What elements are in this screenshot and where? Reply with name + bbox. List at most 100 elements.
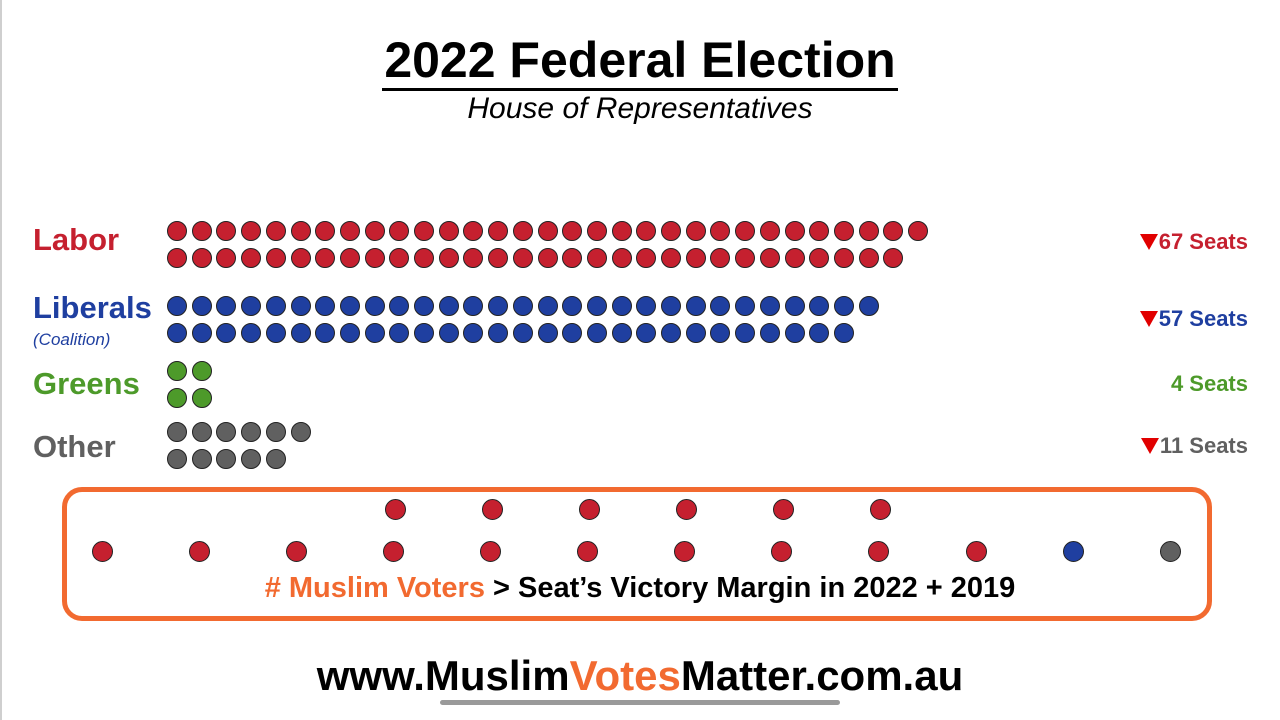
seat-dot-liberals (191, 296, 212, 316)
seat-dot-labor (908, 221, 928, 241)
seat-dot-liberals (809, 323, 830, 343)
seat-dot-liberals (414, 323, 434, 343)
seat-dot-labor (315, 221, 336, 241)
seat-dot-liberals (611, 296, 632, 316)
seat-dot-labor (636, 248, 657, 268)
seat-dot-liberals (759, 296, 780, 316)
muslim-seat-dot-labor (966, 541, 987, 562)
seat-dot-liberals (710, 296, 731, 316)
muslim-seat-dot-labor (385, 499, 406, 520)
seat-dot-labor (463, 248, 484, 268)
muslim-seat-dot-labor (579, 499, 600, 520)
page-title: 2022 Federal Election (0, 30, 1280, 91)
seat-dot-liberals (315, 296, 336, 316)
seat-dot-labor (512, 248, 533, 268)
muslim-seat-dot-labor (480, 541, 501, 562)
seat-dot-liberals (512, 296, 533, 316)
seat-dot-liberals (537, 296, 558, 316)
seat-dot-labor (809, 221, 830, 241)
seat-dot-liberals (265, 323, 286, 343)
seat-dot-labor (389, 248, 410, 268)
seat-dot-labor (759, 248, 780, 268)
seat-dot-labor (265, 221, 286, 241)
seat-dot-liberals (611, 323, 632, 343)
seat-dot-liberals (710, 323, 731, 343)
seat-dot-labor (167, 248, 187, 268)
scrollbar[interactable] (440, 700, 840, 705)
muslim-seat-dot-labor (771, 541, 792, 562)
seat-dot-liberals (339, 296, 360, 316)
seat-dot-labor (833, 221, 854, 241)
party-sublabel-liberals: (Coalition) (33, 330, 111, 349)
seat-dot-labor (167, 221, 187, 241)
seat-dot-liberals (833, 296, 854, 316)
seat-dot-liberals (488, 296, 509, 316)
seat-dot-liberals (389, 323, 410, 343)
seat-dot-labor (241, 221, 262, 241)
seat-dot-liberals (315, 323, 336, 343)
seat-dot-labor (463, 221, 484, 241)
seat-dot-labor (488, 248, 509, 268)
muslim-seat-dot-labor (92, 541, 113, 562)
muslim-seat-dot-other (1160, 541, 1181, 562)
seat-dot-labor (833, 248, 854, 268)
seat-dot-liberals (661, 296, 681, 316)
seat-dot-liberals (241, 296, 262, 316)
seat-dot-labor (191, 221, 212, 241)
seat-dot-labor (562, 248, 583, 268)
seat-dot-labor (611, 248, 632, 268)
seat-dot-labor (414, 221, 434, 241)
down-arrow-icon (1139, 311, 1158, 327)
seat-dot-labor (488, 221, 509, 241)
seat-dot-other (265, 422, 286, 442)
seat-dot-labor (290, 221, 311, 241)
seat-dot-labor (438, 248, 459, 268)
seat-dot-labor (710, 221, 731, 241)
seat-dot-labor (191, 248, 212, 268)
seat-dot-liberals (784, 323, 805, 343)
seat-dot-other (241, 422, 262, 442)
seat-dot-liberals (167, 323, 187, 343)
seat-dot-labor (611, 221, 632, 241)
seat-dot-labor (339, 221, 360, 241)
seat-dot-labor (339, 248, 360, 268)
seat-dot-labor (216, 221, 237, 241)
seat-dot-liberals (636, 323, 657, 343)
seat-dot-liberals (759, 323, 780, 343)
seat-dot-labor (858, 221, 879, 241)
seat-dot-liberals (438, 296, 459, 316)
muslim-seat-dot-labor (577, 541, 598, 562)
page-subtitle: House of Representatives (467, 92, 813, 125)
seat-dot-labor (784, 248, 805, 268)
muslim-seat-dot-labor (870, 499, 891, 520)
seat-dot-labor (364, 248, 385, 268)
seat-dot-labor (290, 248, 311, 268)
seat-dot-other (241, 449, 262, 469)
seat-dot-other (191, 422, 212, 442)
seat-dot-liberals (735, 296, 756, 316)
seat-dot-greens (167, 388, 187, 408)
muslim-seat-dot-labor (189, 541, 210, 562)
seat-dot-labor (710, 248, 731, 268)
seat-dot-liberals (488, 323, 509, 343)
seat-dot-labor (735, 221, 756, 241)
seat-dot-liberals (167, 296, 187, 316)
seat-dot-liberals (512, 323, 533, 343)
website-url[interactable]: www.MuslimVotesMatter.com.au (316, 652, 964, 699)
seat-dot-labor (537, 221, 558, 241)
seat-dot-labor (685, 221, 706, 241)
seat-dot-liberals (537, 323, 558, 343)
seat-count-liberals: 57 Seats (1139, 306, 1248, 332)
seat-dot-liberals (685, 296, 706, 316)
seat-dot-labor (759, 221, 780, 241)
seat-dot-greens (191, 361, 212, 381)
seat-dot-liberals (389, 296, 410, 316)
seat-dot-labor (512, 221, 533, 241)
seat-dot-other (216, 449, 237, 469)
muslim-seat-dot-labor (674, 541, 695, 562)
seat-dot-liberals (290, 323, 311, 343)
muslim-seat-dot-liberals (1063, 541, 1084, 562)
seat-dot-labor (414, 248, 434, 268)
seat-dot-liberals (364, 323, 385, 343)
seat-dot-labor (661, 248, 681, 268)
